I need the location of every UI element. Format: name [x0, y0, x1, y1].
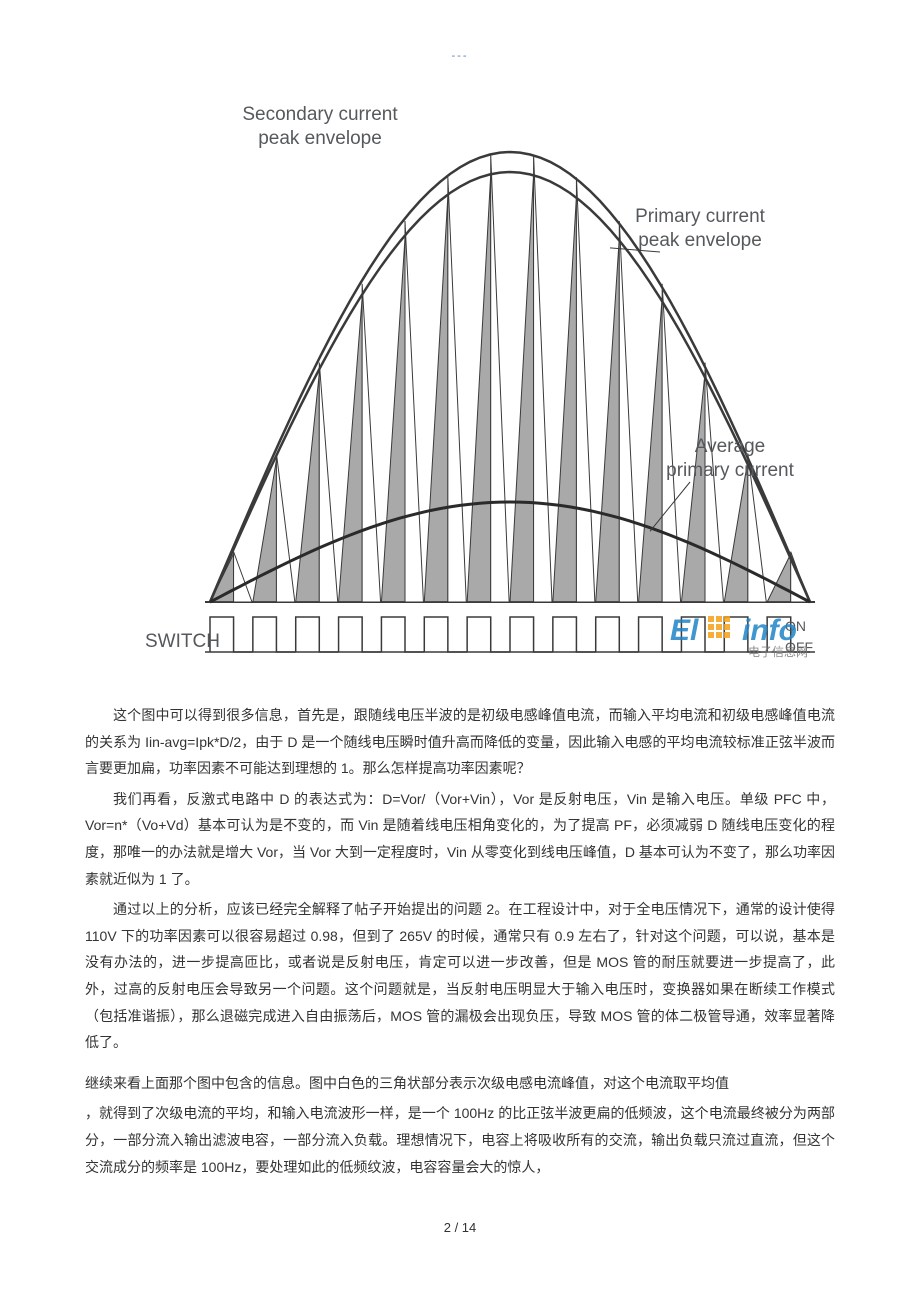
paragraph-3: 通过以上的分析，应该已经完全解释了帖子开始提出的问题 2。在工程设计中，对于全电… — [85, 896, 835, 1056]
page-footer: 2 / 14 — [85, 1220, 835, 1235]
paragraph-4: 继续来看上面那个图中包含的信息。图中白色的三角状部分表示次级电感电流峰值，对这个… — [85, 1070, 835, 1097]
svg-text:Primary current: Primary current — [635, 206, 766, 227]
svg-text:Average: Average — [695, 436, 765, 457]
pfc-waveform-diagram: Secondary current peak envelope Primary cu… — [90, 92, 830, 682]
svg-text:El: El — [670, 614, 699, 647]
svg-text:primary current: primary current — [666, 460, 794, 481]
paragraph-5: ，就得到了次级电流的平均，和输入电流波形一样，是一个 100Hz 的比正弦半波更… — [85, 1100, 835, 1180]
svg-text:SWITCH: SWITCH — [145, 631, 220, 652]
svg-text:info: info — [742, 614, 797, 647]
svg-text:Secondary current: Secondary current — [242, 104, 398, 125]
svg-text:peak envelope: peak envelope — [638, 230, 762, 251]
page-header-marker: --- — [85, 50, 835, 62]
svg-text:电子信息网: 电子信息网 — [748, 644, 808, 659]
paragraph-2: 我们再看，反激式电路中 D 的表达式为：D=Vor/（Vor+Vin），Vor … — [85, 786, 835, 892]
svg-text:peak envelope: peak envelope — [258, 128, 382, 149]
paragraph-1: 这个图中可以得到很多信息，首先是，跟随线电压半波的是初级电感峰值电流，而输入平均… — [85, 702, 835, 782]
figure-container: Secondary current peak envelope Primary cu… — [85, 92, 835, 682]
